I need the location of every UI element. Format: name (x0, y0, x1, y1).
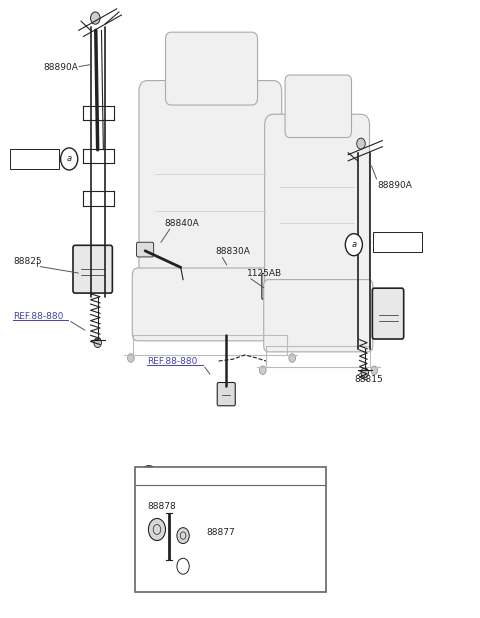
Circle shape (60, 148, 78, 170)
Text: 88890A: 88890A (43, 62, 78, 72)
FancyBboxPatch shape (139, 80, 282, 289)
Circle shape (94, 338, 101, 347)
Text: 88830A: 88830A (216, 247, 250, 256)
FancyBboxPatch shape (372, 288, 404, 339)
Circle shape (357, 138, 365, 149)
Text: a: a (146, 472, 152, 481)
FancyBboxPatch shape (264, 114, 370, 298)
Text: 88820C: 88820C (13, 154, 48, 163)
FancyBboxPatch shape (285, 75, 351, 138)
FancyBboxPatch shape (264, 279, 373, 352)
FancyBboxPatch shape (135, 467, 326, 592)
Text: a: a (67, 154, 72, 163)
Text: REF.88-880: REF.88-880 (13, 312, 63, 321)
Circle shape (371, 366, 378, 375)
Text: 88877: 88877 (207, 528, 236, 537)
Text: 88815: 88815 (355, 375, 384, 384)
Text: 1125AB: 1125AB (247, 269, 282, 278)
FancyBboxPatch shape (373, 232, 422, 252)
Text: 88890A: 88890A (378, 181, 412, 190)
Text: a: a (351, 240, 357, 249)
Circle shape (260, 366, 266, 375)
Circle shape (128, 353, 134, 362)
Text: 88810C: 88810C (376, 238, 411, 247)
Circle shape (361, 368, 369, 378)
Circle shape (148, 519, 166, 541)
FancyBboxPatch shape (262, 274, 274, 299)
Circle shape (289, 353, 296, 362)
Circle shape (140, 466, 157, 488)
FancyBboxPatch shape (166, 32, 258, 105)
FancyBboxPatch shape (217, 383, 235, 406)
Circle shape (177, 528, 189, 544)
Circle shape (345, 234, 362, 256)
Circle shape (91, 12, 100, 24)
FancyBboxPatch shape (132, 268, 288, 341)
Text: 88825: 88825 (13, 256, 42, 266)
Text: 88840A: 88840A (164, 219, 199, 228)
Text: 88878: 88878 (147, 502, 176, 510)
FancyBboxPatch shape (11, 148, 59, 169)
Text: REF.88-880: REF.88-880 (147, 357, 198, 366)
FancyBboxPatch shape (73, 245, 112, 293)
FancyBboxPatch shape (137, 242, 154, 257)
Circle shape (177, 558, 189, 574)
